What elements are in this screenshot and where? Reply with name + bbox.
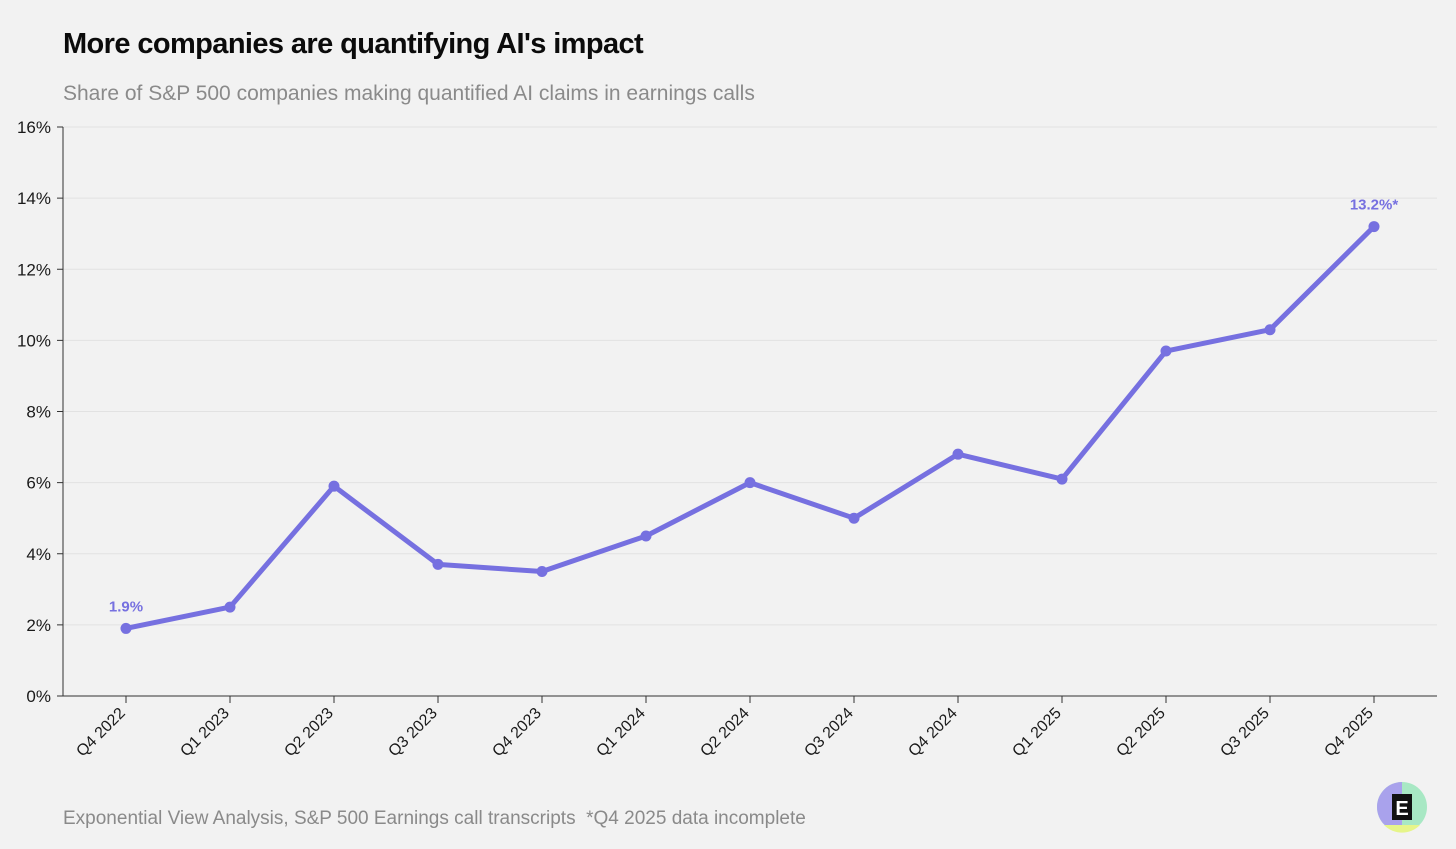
y-tick-label: 12% bbox=[17, 260, 51, 279]
x-tick-label: Q1 2024 bbox=[593, 705, 648, 760]
y-tick-label: 6% bbox=[26, 474, 51, 493]
logo-arc-yellow bbox=[1384, 825, 1420, 833]
data-point bbox=[432, 558, 444, 570]
y-tick-label: 0% bbox=[26, 687, 51, 706]
data-label: 1.9% bbox=[109, 598, 143, 615]
y-tick-label: 4% bbox=[26, 545, 51, 564]
y-tick-label: 14% bbox=[17, 189, 51, 208]
data-point bbox=[1264, 324, 1276, 336]
x-tick-label: Q4 2022 bbox=[73, 705, 128, 760]
y-tick-label: 10% bbox=[17, 331, 51, 350]
series-line bbox=[123, 224, 1377, 631]
data-point bbox=[1160, 345, 1172, 357]
line-chart: 0% 2% 4% 6% 8% 10% 12% 14% 16% Q4 2022 Q1 2023 Q2 2… bbox=[17, 118, 1437, 760]
x-tick-label: Q4 2025 bbox=[1321, 705, 1376, 760]
data-point bbox=[120, 622, 132, 634]
chart-title: More companies are quantifying AI's impa… bbox=[63, 28, 644, 60]
source-note: Exponential View Analysis, S&P 500 Earni… bbox=[63, 808, 806, 829]
data-point bbox=[224, 601, 236, 613]
x-tick-label: Q3 2025 bbox=[1217, 705, 1272, 760]
data-point bbox=[1368, 221, 1380, 233]
data-point bbox=[952, 448, 964, 460]
logo-letter: E bbox=[1395, 798, 1408, 820]
data-point bbox=[536, 566, 548, 578]
exponential-view-logo: E bbox=[1377, 782, 1427, 833]
data-point bbox=[848, 512, 860, 524]
x-tick-label: Q1 2023 bbox=[177, 705, 232, 760]
y-tick-label: 8% bbox=[26, 403, 51, 422]
logo-block bbox=[1392, 794, 1412, 820]
y-tick-label: 16% bbox=[17, 118, 51, 137]
x-tick-label: Q3 2024 bbox=[801, 705, 856, 760]
x-tick-label: Q4 2024 bbox=[905, 705, 960, 760]
data-point bbox=[640, 530, 652, 542]
data-point bbox=[328, 480, 340, 492]
x-tick-label: Q2 2025 bbox=[1113, 705, 1168, 760]
data-label: 13.2%* bbox=[1350, 197, 1399, 214]
x-tick-label: Q4 2023 bbox=[489, 705, 544, 760]
data-point bbox=[744, 477, 756, 489]
x-tick-label: Q2 2024 bbox=[697, 705, 752, 760]
y-tick-label: 2% bbox=[26, 616, 51, 635]
data-point bbox=[1056, 473, 1068, 485]
x-tick-label: Q1 2025 bbox=[1009, 705, 1064, 760]
x-tick-label: Q3 2023 bbox=[385, 705, 440, 760]
x-tick-label: Q2 2023 bbox=[281, 705, 336, 760]
chart-subtitle: Share of S&P 500 companies making quanti… bbox=[63, 82, 755, 105]
